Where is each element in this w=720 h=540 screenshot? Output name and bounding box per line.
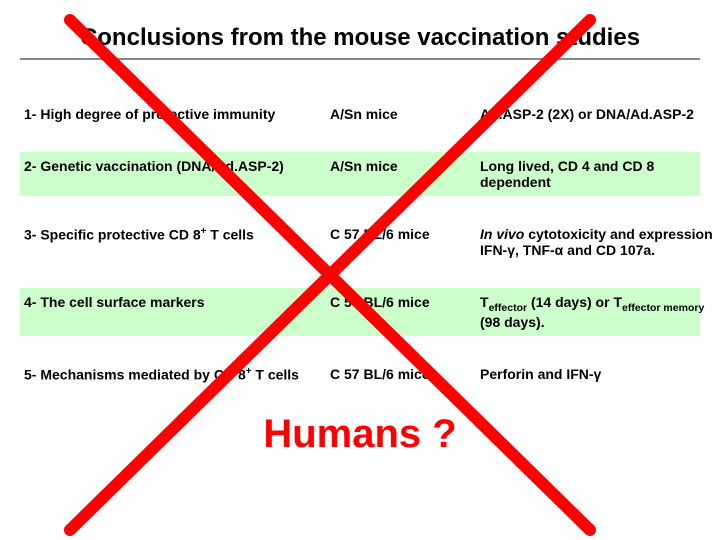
cell-result: Ad.ASP-2 (2X) or DNA/Ad.ASP-2 bbox=[474, 106, 720, 122]
page-title: Conclusions from the mouse vaccination s… bbox=[20, 24, 700, 60]
table-row: 2- Genetic vaccination (DNA/Ad.ASP-2)A/S… bbox=[20, 152, 700, 196]
cell-mice: A/Sn mice bbox=[324, 158, 474, 174]
cell-desc: 5- Mechanisms mediated by CD 8+ T cells bbox=[24, 366, 324, 383]
table-row: 5- Mechanisms mediated by CD 8+ T cellsC… bbox=[20, 360, 700, 389]
cell-desc: 4- The cell surface markers bbox=[24, 294, 324, 310]
cell-desc: 1- High degree of protective immunity bbox=[24, 106, 324, 122]
cell-result: Long lived, CD 4 and CD 8 dependent bbox=[474, 158, 720, 190]
cell-mice: C 57 BL/6 mice bbox=[324, 294, 474, 310]
cell-mice: C 57 BL/6 mice bbox=[324, 226, 474, 242]
humans-callout: Humans ? bbox=[20, 412, 700, 457]
table: 1- High degree of protective immunityA/S… bbox=[20, 100, 700, 388]
cell-desc: 3- Specific protective CD 8+ T cells bbox=[24, 226, 324, 243]
table-row: 1- High degree of protective immunityA/S… bbox=[20, 100, 700, 128]
cell-mice: C 57 BL/6 mice bbox=[324, 366, 474, 382]
table-row: 3- Specific protective CD 8+ T cellsC 57… bbox=[20, 220, 700, 264]
cell-mice: A/Sn mice bbox=[324, 106, 474, 122]
cell-desc: 2- Genetic vaccination (DNA/Ad.ASP-2) bbox=[24, 158, 324, 174]
cell-result: In vivo cytotoxicity and expression IFN-… bbox=[474, 226, 720, 258]
slide-root: Conclusions from the mouse vaccination s… bbox=[0, 0, 720, 540]
cell-result: Perforin and IFN-γ bbox=[474, 366, 720, 382]
table-row: 4- The cell surface markersC 57 BL/6 mic… bbox=[20, 288, 700, 336]
cell-result: Teffector (14 days) or Teffector memory … bbox=[474, 294, 720, 330]
